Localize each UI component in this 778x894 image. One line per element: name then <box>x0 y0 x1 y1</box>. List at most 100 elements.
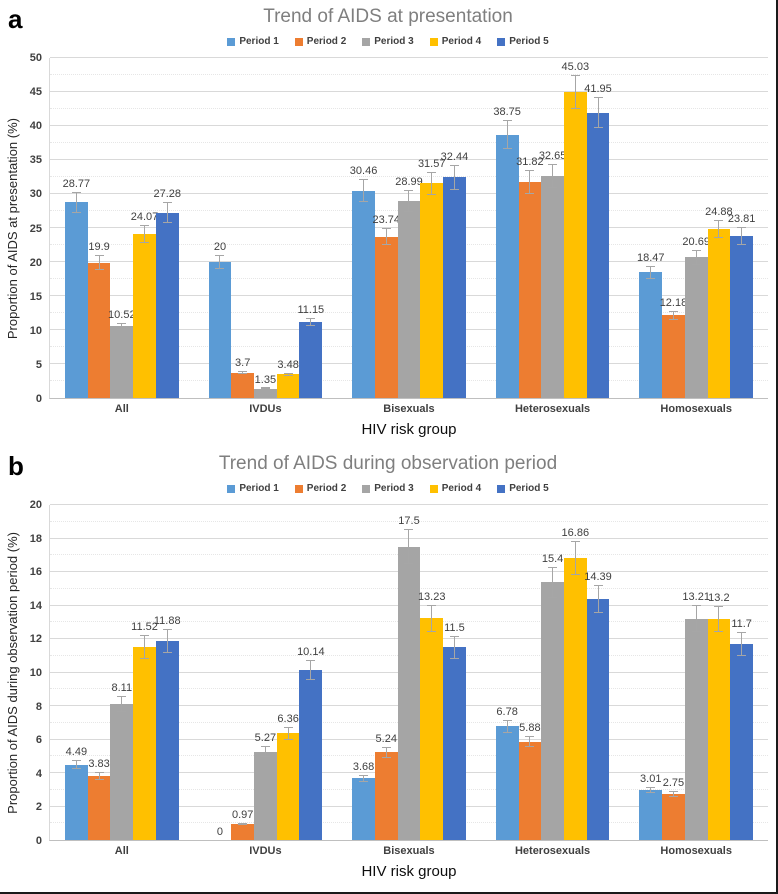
legend-swatch-period-5 <box>497 484 506 493</box>
bar-value-label: 10.52 <box>108 308 136 321</box>
category-group-all: 28.77 19.9 10.52 24.07 27.28 All <box>50 58 194 415</box>
error-bar-line <box>574 541 576 574</box>
error-bar <box>117 696 127 713</box>
error-bar <box>646 265 656 280</box>
legend-swatch-period-2 <box>294 37 303 46</box>
error-bar-line <box>741 633 743 655</box>
error-bar-line <box>363 775 365 782</box>
bar-value-label: 8.11 <box>111 682 133 695</box>
bar-slot: 4.49 <box>65 505 88 840</box>
bar-value-label: 0 <box>216 826 224 838</box>
error-bar-line <box>718 220 720 238</box>
bar-value-label: 23.81 <box>727 213 756 226</box>
error-bar <box>570 540 580 575</box>
error-bar-line <box>219 255 221 269</box>
bar-slot: 10.52 <box>108 58 136 398</box>
category-label-all: All <box>114 845 129 857</box>
bar-period-5 <box>155 641 179 840</box>
error-bar-line <box>431 606 433 631</box>
bar-period-4 <box>707 618 731 840</box>
error-bar <box>714 219 724 239</box>
error-bar <box>548 163 558 189</box>
error-bar <box>238 371 248 375</box>
bar-value-label: 31.57 <box>417 157 446 170</box>
chart-a-plot-area: 28.77 19.9 10.52 24.07 27.28 All 20 3.7 1.35 3.48… <box>49 57 768 415</box>
bar-period-5 <box>586 598 610 840</box>
error-bar-line <box>385 747 387 757</box>
error-bar-line <box>144 636 146 658</box>
category-group-homosexuals: 3.01 2.75 13.21 13.2 11.7 Homosexuals <box>624 505 768 857</box>
bar-slot: 45.03 <box>562 58 589 398</box>
legend-swatch-period-1 <box>227 37 236 46</box>
bar-value-label: 3.68 <box>352 760 375 773</box>
bar-period-3 <box>254 388 277 398</box>
bar-slot: 16.86 <box>561 505 590 840</box>
bar-value-label: 5.24 <box>375 732 397 745</box>
bar-period-2 <box>518 741 542 840</box>
category-label-ivdus: IVDUs <box>249 845 282 857</box>
error-bar-line <box>453 166 455 189</box>
bar-value-label: 6.78 <box>496 705 518 718</box>
bar-period-5 <box>299 670 323 840</box>
chart-b-x-axis-title: HIV risk group <box>361 863 457 880</box>
y-tick-label: 0 <box>35 835 42 847</box>
error-bar <box>162 202 172 223</box>
error-bar <box>359 774 369 783</box>
legend-item-period-2: Period 2 <box>294 483 346 494</box>
bar-slot: 31.57 <box>417 58 446 398</box>
bar-slot: 0.97 <box>231 505 255 840</box>
category-group-all: 4.49 3.83 8.11 11.52 11.88 All <box>50 505 194 857</box>
error-bar-line <box>166 203 168 222</box>
bar-period-3 <box>110 704 134 840</box>
error-bar <box>668 791 678 797</box>
error-bar-line <box>672 311 674 319</box>
bar-slot: 32.65 <box>539 58 566 398</box>
error-bar <box>668 310 678 320</box>
error-bar-line <box>310 319 312 326</box>
bar-period-1 <box>352 190 375 398</box>
bar-slot: 3.48 <box>276 58 300 398</box>
legend-label-period-3: Period 3 <box>374 36 414 47</box>
y-tick-label: 2 <box>35 801 42 814</box>
bar-slot: 12.18 <box>660 58 687 398</box>
bar-slot: 5.88 <box>518 505 542 840</box>
panel-b-letter: b <box>8 451 24 481</box>
error-bar <box>215 254 225 270</box>
y-tick-label: 20 <box>29 499 42 511</box>
error-bar <box>381 227 391 246</box>
bar-value-label: 32.44 <box>440 151 469 164</box>
error-bar <box>404 190 414 212</box>
error-bar-line <box>650 266 652 279</box>
chart-a-legend: Period 1 Period 2 Period 3 Period 4 Period 5 <box>0 35 776 48</box>
bar-value-label: 6.36 <box>277 713 299 726</box>
legend-item-period-3: Period 3 <box>362 483 414 494</box>
bar-slot: 13.2 <box>707 505 731 840</box>
bar-period-4 <box>420 618 444 840</box>
legend-swatch-period-3 <box>362 484 371 493</box>
bar-value-label: 20 <box>213 240 227 253</box>
bar-period-2 <box>231 823 255 840</box>
legend-swatch-period-1 <box>227 484 236 493</box>
bar-period-3 <box>684 618 708 840</box>
bar-period-1 <box>65 202 88 398</box>
gridline <box>50 57 768 58</box>
error-bar-line <box>98 256 100 270</box>
bar-slot: 2.75 <box>662 505 685 840</box>
y-tick-label: 16 <box>29 566 42 579</box>
error-bar-line <box>597 98 599 128</box>
bar-slot: 19.9 <box>87 58 111 398</box>
error-bar <box>570 74 580 109</box>
bar-slot: 3.68 <box>352 505 375 840</box>
legend-item-period-4: Period 4 <box>429 483 481 494</box>
error-bar <box>646 786 656 793</box>
y-tick-label: 4 <box>35 767 42 780</box>
category-label-homosexuals: Homosexuals <box>660 403 732 415</box>
bar-value-label: 11.52 <box>131 621 158 634</box>
chart-b-y-axis-title: Proportion of AIDS during observation pe… <box>4 505 21 841</box>
category-label-homosexuals: Homosexuals <box>660 845 732 857</box>
bar-value-label: 16.86 <box>561 526 590 539</box>
bar-value-label: 10.14 <box>297 645 325 658</box>
bar-slot: 23.74 <box>373 58 400 398</box>
bar-slot: 6.36 <box>276 505 300 840</box>
